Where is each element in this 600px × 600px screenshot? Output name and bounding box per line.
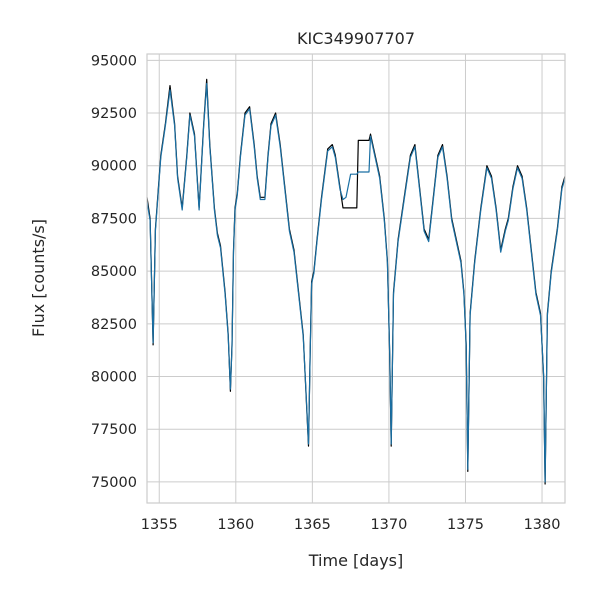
axes-frame [146, 53, 566, 504]
y-tick-label: 75000 [91, 475, 137, 491]
y-tick-label: 92500 [91, 106, 137, 122]
x-tick-label: 1380 [524, 517, 561, 533]
gridlines [147, 54, 565, 503]
series-line-2 [146, 82, 566, 483]
x-tick-label: 1355 [141, 517, 178, 533]
x-tick-label: 1370 [370, 517, 407, 533]
x-tick-labels: 1355 1360 1365 1370 1375 1380 [141, 517, 561, 533]
chart-title: KIC349907707 [297, 29, 415, 48]
plot-area [146, 78, 566, 485]
y-tick-label: 80000 [91, 370, 137, 386]
x-tick-label: 1365 [294, 517, 331, 533]
y-tick-label: 82500 [91, 317, 137, 333]
y-tick-label: 85000 [91, 264, 137, 280]
x-tick-label: 1375 [447, 517, 484, 533]
x-axis-label: Time [days] [308, 551, 404, 570]
y-tick-label: 77500 [91, 422, 137, 438]
y-tick-label: 87500 [91, 211, 137, 227]
y-axis-label: Flux [counts/s] [29, 219, 48, 337]
y-tick-label: 95000 [91, 53, 137, 69]
y-tick-labels: 75000 77500 80000 82500 85000 87500 90000 92500… [91, 53, 137, 491]
y-tick-label: 90000 [91, 159, 137, 175]
x-tick-label: 1360 [217, 517, 254, 533]
